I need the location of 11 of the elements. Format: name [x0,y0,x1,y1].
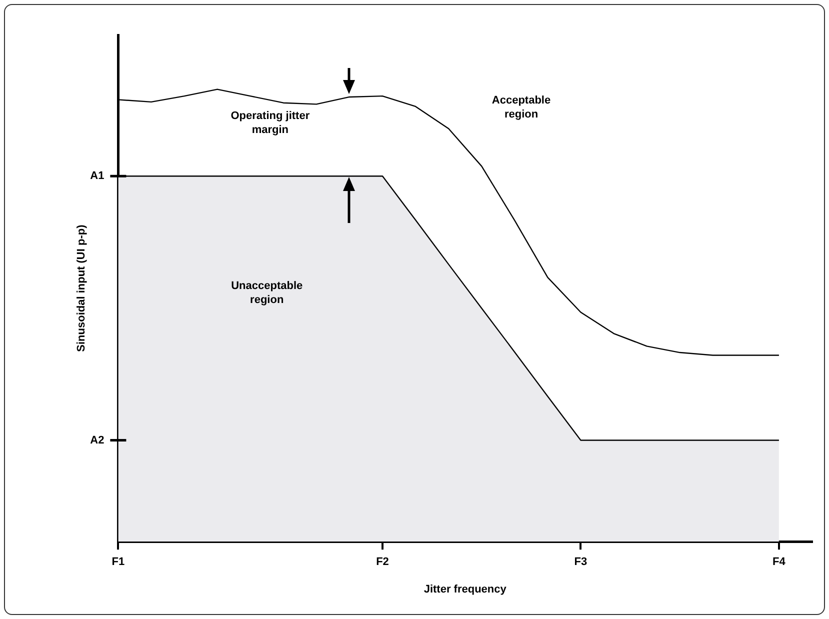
y-axis-title: Sinusoidal input (UI p-p) [76,224,88,352]
x-tick-label: F2 [376,556,389,568]
x-tick-label: F1 [112,556,125,568]
text: A1 [90,170,104,182]
annotation: Unacceptable region [231,280,303,306]
x-tick-label: F4 [772,556,786,568]
annotation: Acceptable region [492,94,551,120]
x-tick-label: F3 [574,556,588,568]
text: A2 [90,434,104,446]
x-axis-title: Jitter frequency [424,583,508,596]
annotation: Operating jitter margin [230,110,310,136]
